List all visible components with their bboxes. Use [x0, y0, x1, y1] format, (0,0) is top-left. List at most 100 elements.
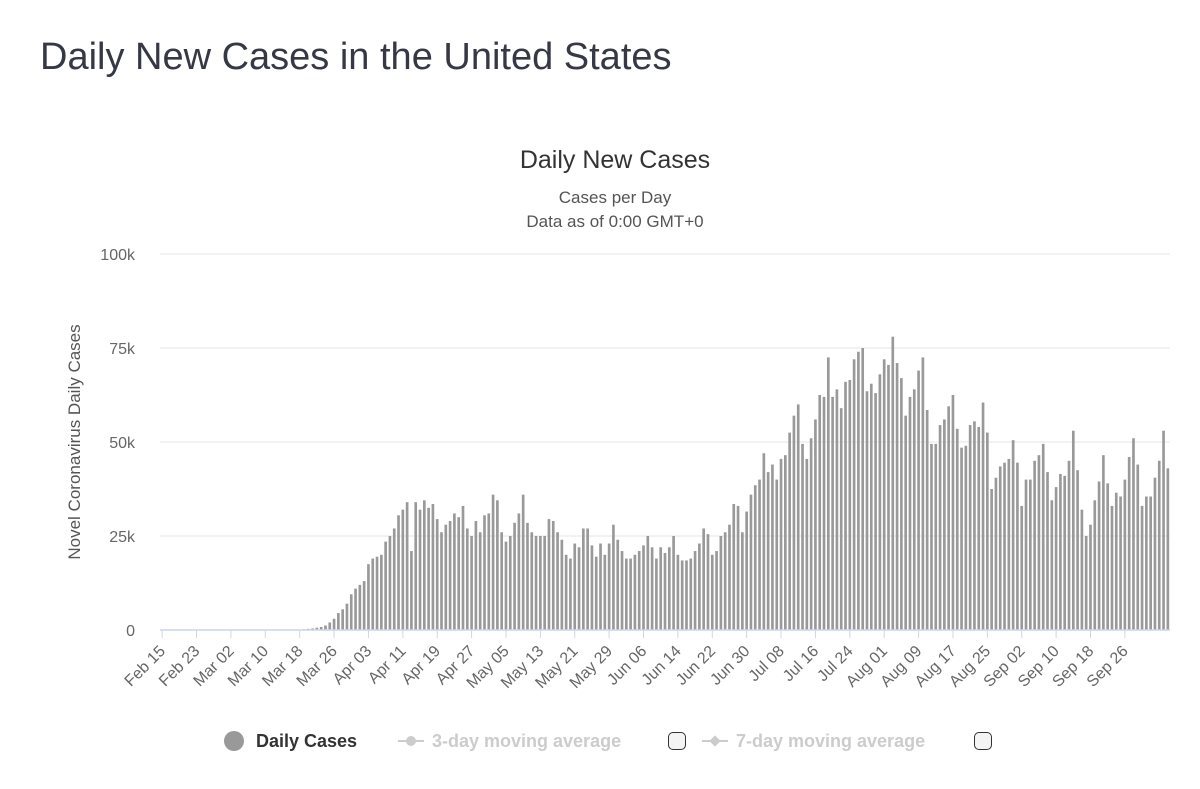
- bar[interactable]: [371, 558, 375, 630]
- checkbox-3-day-average[interactable]: [668, 732, 686, 750]
- bar[interactable]: [362, 581, 366, 630]
- bar[interactable]: [465, 528, 469, 630]
- bar[interactable]: [839, 408, 843, 630]
- bar[interactable]: [826, 357, 830, 630]
- bar[interactable]: [358, 584, 362, 630]
- bar[interactable]: [680, 560, 684, 630]
- bar[interactable]: [414, 502, 418, 630]
- bar[interactable]: [977, 426, 981, 630]
- bar[interactable]: [1071, 430, 1075, 630]
- bar[interactable]: [1020, 505, 1024, 630]
- bar[interactable]: [689, 558, 693, 630]
- bar[interactable]: [521, 494, 525, 630]
- bar[interactable]: [981, 402, 985, 630]
- bar[interactable]: [328, 622, 332, 630]
- bar[interactable]: [719, 536, 723, 630]
- bar[interactable]: [865, 391, 869, 630]
- bar[interactable]: [319, 626, 323, 630]
- bar[interactable]: [667, 547, 671, 630]
- legend-item-3-day-average[interactable]: 3-day moving average: [398, 724, 621, 758]
- bar[interactable]: [646, 536, 650, 630]
- bar[interactable]: [818, 395, 822, 630]
- bar[interactable]: [796, 404, 800, 630]
- bar[interactable]: [844, 381, 847, 630]
- bar[interactable]: [1084, 536, 1088, 630]
- bar[interactable]: [564, 554, 568, 630]
- bar[interactable]: [1028, 479, 1032, 630]
- bar[interactable]: [1114, 492, 1118, 630]
- bar[interactable]: [698, 543, 701, 630]
- bar[interactable]: [607, 543, 611, 630]
- bar[interactable]: [345, 603, 349, 630]
- bar[interactable]: [973, 421, 976, 630]
- bar[interactable]: [1007, 458, 1011, 630]
- bar[interactable]: [852, 359, 856, 630]
- bar[interactable]: [951, 395, 955, 630]
- bar[interactable]: [955, 428, 959, 630]
- bar[interactable]: [1054, 487, 1058, 630]
- bar[interactable]: [758, 479, 761, 630]
- bar[interactable]: [1106, 483, 1110, 630]
- bar[interactable]: [1024, 479, 1028, 630]
- bar[interactable]: [784, 455, 787, 630]
- bar[interactable]: [848, 379, 852, 630]
- bar[interactable]: [517, 513, 521, 630]
- bar[interactable]: [921, 357, 925, 630]
- bar[interactable]: [986, 432, 989, 630]
- bar[interactable]: [715, 551, 718, 630]
- bar[interactable]: [943, 419, 946, 630]
- bar[interactable]: [1016, 462, 1019, 630]
- bar[interactable]: [560, 539, 564, 630]
- bar[interactable]: [900, 378, 903, 630]
- bar[interactable]: [530, 532, 534, 630]
- bar[interactable]: [483, 515, 486, 630]
- bar[interactable]: [461, 505, 465, 630]
- bar[interactable]: [573, 543, 577, 630]
- bar[interactable]: [384, 541, 387, 630]
- bar[interactable]: [736, 505, 740, 630]
- bar[interactable]: [543, 536, 546, 630]
- bar[interactable]: [710, 554, 714, 630]
- bar[interactable]: [637, 551, 641, 630]
- bar[interactable]: [586, 528, 589, 630]
- bar[interactable]: [612, 524, 615, 630]
- bar[interactable]: [672, 536, 675, 630]
- bar[interactable]: [994, 477, 998, 630]
- bar[interactable]: [762, 453, 766, 630]
- bar[interactable]: [801, 443, 804, 630]
- bar[interactable]: [354, 588, 357, 630]
- bar[interactable]: [998, 466, 1002, 630]
- bar[interactable]: [478, 532, 482, 630]
- bar[interactable]: [878, 374, 882, 630]
- bar[interactable]: [1119, 496, 1122, 630]
- bar[interactable]: [324, 625, 327, 630]
- bar[interactable]: [435, 519, 439, 630]
- bar[interactable]: [418, 509, 422, 630]
- bar[interactable]: [753, 485, 757, 630]
- bar[interactable]: [1136, 464, 1140, 630]
- bar[interactable]: [440, 532, 443, 630]
- bar[interactable]: [908, 396, 912, 630]
- bar[interactable]: [1093, 500, 1097, 630]
- bar[interactable]: [1102, 455, 1105, 630]
- bar[interactable]: [1089, 524, 1092, 630]
- bar[interactable]: [508, 536, 512, 630]
- bar[interactable]: [930, 443, 933, 630]
- bar[interactable]: [444, 524, 448, 630]
- bar[interactable]: [1037, 455, 1041, 630]
- bar[interactable]: [616, 539, 620, 630]
- bar[interactable]: [410, 551, 413, 630]
- bar[interactable]: [349, 594, 353, 630]
- bar[interactable]: [1145, 496, 1148, 630]
- legend-item-daily-cases[interactable]: Daily Cases: [224, 724, 357, 758]
- bar[interactable]: [603, 554, 607, 630]
- bar[interactable]: [835, 389, 839, 630]
- bar[interactable]: [1076, 470, 1079, 630]
- bar[interactable]: [857, 351, 860, 630]
- bar[interactable]: [861, 348, 865, 630]
- bar[interactable]: [397, 515, 400, 630]
- bar[interactable]: [904, 415, 908, 630]
- bar[interactable]: [934, 443, 938, 630]
- bar[interactable]: [392, 528, 396, 630]
- bar[interactable]: [513, 522, 516, 630]
